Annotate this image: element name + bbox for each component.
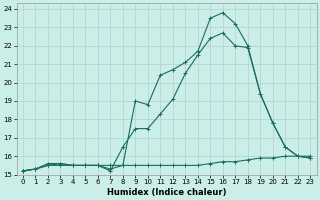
X-axis label: Humidex (Indice chaleur): Humidex (Indice chaleur) [107,188,226,197]
